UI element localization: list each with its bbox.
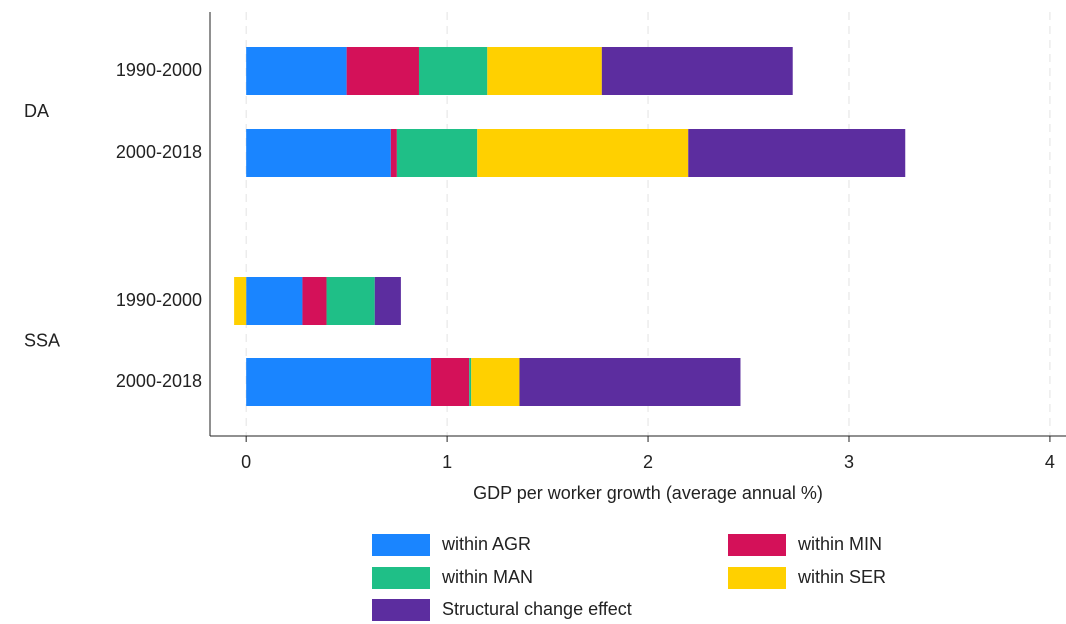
x-tick-label: 1 [442, 452, 452, 472]
bar-segment [487, 47, 602, 95]
legend-label: within SER [797, 567, 886, 587]
bar-segment [396, 129, 478, 177]
y-tick-label: 2000-2018 [116, 371, 202, 391]
bar-segment [374, 277, 401, 325]
bar-segment [246, 277, 303, 325]
legend-swatch [728, 534, 786, 556]
x-axis-title: GDP per worker growth (average annual %) [473, 483, 823, 503]
bar-segment [390, 129, 397, 177]
x-tick-label: 2 [643, 452, 653, 472]
x-tick-label: 0 [241, 452, 251, 472]
x-tick-label: 4 [1045, 452, 1055, 472]
bar-segment [688, 129, 906, 177]
legend-swatch [372, 534, 430, 556]
legend-swatch [372, 599, 430, 621]
bar-segment [326, 277, 375, 325]
bar-segment [346, 47, 419, 95]
bar-segment [302, 277, 327, 325]
legend-swatch [372, 567, 430, 589]
bar-segment [601, 47, 793, 95]
legend-label: within MIN [797, 534, 882, 554]
bar-segment [477, 129, 689, 177]
bar-segment [469, 358, 472, 406]
legend-label: Structural change effect [442, 599, 632, 619]
bar-segment [246, 129, 391, 177]
bar-segment [234, 277, 247, 325]
bar-segment [471, 358, 520, 406]
y-tick-label: 1990-2000 [116, 60, 202, 80]
bar-segment [246, 47, 347, 95]
legend-swatch [728, 567, 786, 589]
legend-label: within AGR [441, 534, 531, 554]
bar-segment [418, 47, 488, 95]
group-label: SSA [24, 330, 60, 350]
bar-segment [431, 358, 470, 406]
legend-label: within MAN [441, 567, 533, 587]
y-tick-label: 1990-2000 [116, 290, 202, 310]
group-label: DA [24, 101, 49, 121]
y-tick-label: 2000-2018 [116, 142, 202, 162]
bar-segment [246, 358, 432, 406]
x-tick-label: 3 [844, 452, 854, 472]
bar-segment [519, 358, 741, 406]
